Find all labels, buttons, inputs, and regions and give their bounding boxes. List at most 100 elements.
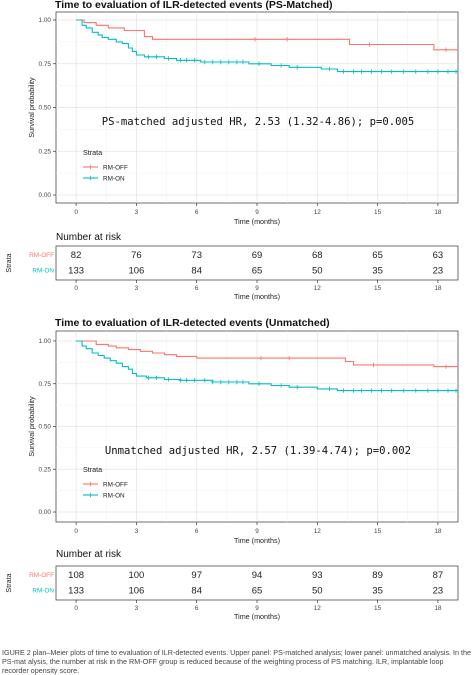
upper-x-tick-label: 6 (195, 209, 199, 216)
upper-censor-mark-rm-on (413, 69, 418, 74)
lower-risk-value-rm-on: 23 (433, 586, 444, 597)
lower-censor-mark-rm-on (234, 379, 240, 385)
lower-curve-rm-on (76, 340, 458, 392)
upper-risk-x-axis-label: Time (months) (234, 292, 280, 301)
upper-censor-mark-rm-on (146, 54, 151, 59)
upper-risk-title: Number at risk (56, 232, 122, 243)
lower-risk-x-tick-label: 15 (374, 605, 382, 612)
lower-risk-value-rm-on: 106 (128, 586, 144, 597)
lower-risk-value-rm-off: 93 (312, 570, 323, 581)
lower-curve-rm-off (76, 340, 458, 368)
upper-x-tick-label: 18 (434, 209, 442, 216)
lower-censor-mark-rm-on (295, 384, 300, 390)
upper-risk-value-rm-off: 69 (252, 250, 263, 261)
upper-censor-mark-rm-on (389, 69, 394, 74)
upper-risk-x-tick-label: 9 (255, 285, 259, 292)
figure-caption: IGURE 2 plan–Meier plots of time to eval… (2, 648, 472, 675)
lower-legend-label-rm-off: RM-OFF (103, 481, 128, 488)
upper-censor-mark-rm-off (443, 47, 449, 52)
upper-censor-mark-rm-on (453, 69, 459, 74)
upper-censor-mark-rm-on (202, 59, 207, 65)
lower-censor-mark-rm-off (443, 364, 449, 369)
lower-censor-mark-rm-on (218, 379, 224, 385)
lower-x-tick-label: 18 (434, 528, 442, 535)
upper-risk-value-rm-on: 50 (312, 266, 323, 277)
upper-legend-label-rm-off: RM-OFF (103, 164, 128, 171)
lower-risk-value-rm-off: 89 (372, 570, 383, 581)
upper-title: Time to evaluation of ILR-detected event… (55, 0, 333, 11)
upper-censor-mark-rm-on (184, 58, 189, 63)
upper-risk-value-rm-off: 65 (372, 250, 383, 261)
upper-risk-x-tick-label: 6 (195, 285, 199, 292)
upper-censor-mark-rm-on (445, 69, 451, 74)
lower-legend-label-rm-on: RM-ON (103, 492, 125, 499)
upper-risk-value-rm-on: 23 (433, 266, 444, 277)
upper-censor-mark-rm-off (284, 37, 290, 42)
lower-risk-x-tick-label: 18 (434, 605, 442, 612)
upper-risk-row-axis-label: Strata (4, 253, 13, 272)
upper-risk-value-rm-off: 73 (191, 250, 202, 261)
lower-risk-x-tick-label: 12 (314, 605, 322, 612)
upper-risk-row-label-rm-on: RM-ON (32, 267, 54, 274)
lower-censor-mark-rm-on (351, 388, 356, 393)
lower-x-tick-label: 6 (195, 528, 199, 535)
upper-x-tick-label: 0 (74, 209, 78, 216)
upper-censor-mark-rm-on (401, 69, 406, 74)
lower-censor-mark-rm-on (184, 378, 189, 383)
lower-risk-row-axis-label: Strata (4, 573, 13, 592)
lower-risk-value-rm-on: 35 (372, 586, 383, 597)
upper-censor-mark-rm-on (240, 59, 246, 65)
lower-x-tick-label: 0 (74, 528, 78, 535)
lower-censor-mark-rm-on (202, 378, 207, 383)
upper-censor-mark-rm-on (178, 58, 183, 63)
upper-censor-mark-rm-on (295, 65, 300, 70)
lower-x-tick-label: 12 (314, 528, 322, 535)
upper-censor-mark-rm-on (154, 54, 159, 59)
lower-censor-mark-rm-on (154, 375, 159, 380)
upper-censor-mark-rm-on (425, 69, 431, 74)
lower-censor-mark-rm-on (389, 388, 394, 393)
lower-censor-mark-rm-on (146, 375, 151, 380)
upper-y-tick-label: 0.50 (39, 105, 52, 112)
upper-censor-mark-rm-on (192, 58, 197, 63)
upper-censor-mark-rm-off (367, 42, 372, 47)
upper-legend-key-mark (88, 164, 93, 170)
lower-legend-title: Strata (83, 465, 102, 474)
lower-censor-mark-rm-on (425, 388, 431, 393)
lower-risk-title: Number at risk (56, 549, 122, 560)
lower-censor-mark-rm-off (286, 355, 292, 361)
lower-censor-mark-rm-on (401, 388, 406, 393)
lower-censor-mark-rm-on (256, 381, 262, 386)
upper-risk-x-tick-label: 12 (314, 285, 322, 292)
lower-x-tick-label: 3 (135, 528, 139, 535)
lower-censor-mark-rm-on (278, 383, 284, 388)
upper-censor-mark-rm-on (379, 69, 384, 74)
lower-censor-mark-rm-on (166, 377, 171, 382)
upper-risk-value-rm-off: 63 (433, 250, 444, 261)
upper-legend-key-mark (88, 175, 93, 181)
lower-risk-row-label-rm-on: RM-ON (32, 587, 54, 594)
upper-risk-value-rm-on: 65 (252, 266, 263, 277)
lower-y-axis-label: Survival probability (27, 396, 36, 457)
lower-risk-x-tick-label: 9 (255, 605, 259, 612)
upper-hr-annotation: PS-matched adjusted HR, 2.53 (1.32-4.86)… (102, 116, 415, 128)
lower-risk-value-rm-on: 65 (252, 586, 263, 597)
upper-risk-value-rm-off: 82 (71, 250, 82, 261)
lower-x-axis-label: Time (months) (234, 536, 280, 545)
lower-censor-mark-rm-off (258, 355, 264, 361)
upper-censor-mark-rm-off (252, 37, 258, 42)
lower-censor-mark-rm-on (341, 388, 346, 393)
lower-risk-value-rm-off: 94 (252, 570, 263, 581)
upper-y-tick-label: 0.25 (39, 148, 52, 155)
upper-risk-x-tick-label: 15 (374, 285, 382, 292)
lower-legend-key-mark (88, 481, 93, 487)
upper-censor-mark-rm-on (369, 69, 374, 74)
upper-censor-mark-rm-on (351, 69, 356, 74)
lower-censor-mark-rm-on (327, 386, 332, 392)
lower-risk-value-rm-off: 100 (128, 570, 144, 581)
upper-x-axis-label: Time (months) (234, 217, 280, 226)
lower-risk-value-rm-off: 97 (191, 570, 202, 581)
lower-risk-value-rm-off: 108 (68, 570, 84, 581)
lower-y-tick-label: 1.00 (39, 338, 52, 345)
